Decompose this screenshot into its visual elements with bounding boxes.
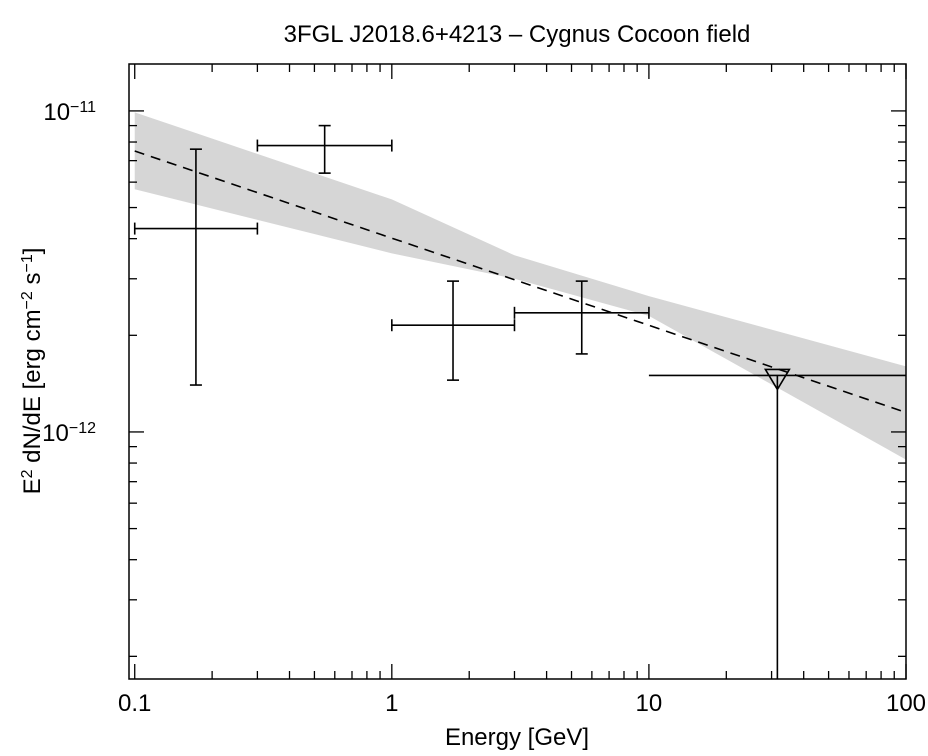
x-axis-label: Energy [GeV]	[445, 724, 589, 751]
y-tick-exponent: −11	[70, 98, 96, 115]
y-tick-exponent: −12	[69, 419, 96, 436]
data-points-layer	[133, 124, 650, 386]
data-point-2	[256, 124, 393, 174]
y-tick-label: 10−12	[42, 419, 96, 447]
data-point-4	[513, 280, 650, 355]
data-point-1	[133, 148, 259, 386]
plot-frame	[128, 63, 907, 680]
model-uncertainty-band	[134, 112, 907, 460]
x-tick-label: 1	[385, 690, 398, 717]
x-tick-label: 10	[636, 690, 663, 717]
x-tick-label: 0.1	[118, 690, 151, 717]
x-tick-label: 100	[886, 690, 926, 717]
axis-ticks-layer	[129, 64, 907, 679]
upper-limit-triangle-marker	[763, 368, 791, 391]
y-tick-label: 10−11	[43, 98, 96, 126]
chart-title: 3FGL J2018.6+4213 – Cygnus Cocoon field	[284, 21, 751, 48]
data-point-3	[391, 280, 516, 381]
upper-limits-layer	[648, 368, 906, 679]
y-axis-label: E2 dN/dE [erg cm−2 s−1]	[19, 248, 47, 495]
model-uncertainty-band-layer	[134, 112, 907, 460]
upper-limit-1	[648, 368, 906, 679]
